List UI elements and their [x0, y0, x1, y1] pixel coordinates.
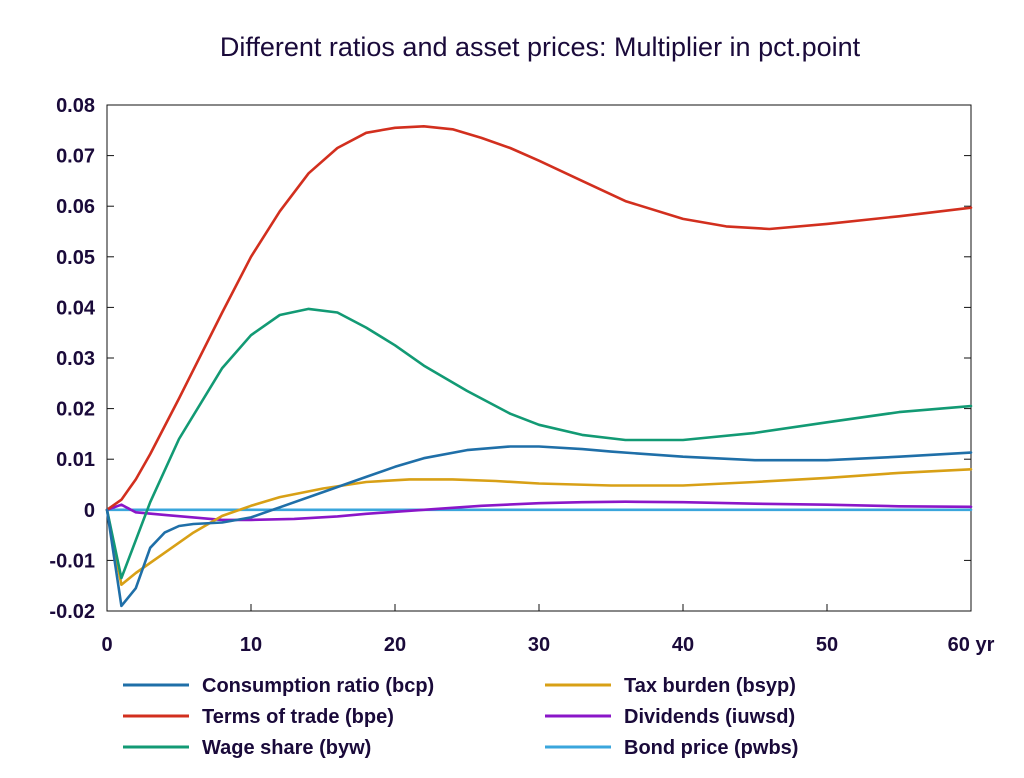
chart-title: Different ratios and asset prices: Multi…: [219, 32, 861, 62]
y-tick-label: 0: [84, 500, 95, 522]
x-tick-label: 50: [816, 634, 838, 656]
legend-label-terms-of-trade-bpe: Terms of trade (bpe): [202, 706, 394, 728]
y-tick-label: 0.02: [56, 399, 95, 421]
x-tick-label: 40: [672, 634, 694, 656]
legend-label-consumption-ratio-bcp: Consumption ratio (bcp): [202, 675, 434, 697]
y-tick-label: -0.02: [49, 601, 95, 623]
y-tick-label: 0.01: [56, 449, 95, 471]
series-line-consumption-ratio-bcp: [105, 445, 973, 608]
axis-ticks: 0.08 0.07 0.06 0.05 0.04 0.03 0.02 0.01 0 -0.01 -0…: [49, 95, 994, 656]
y-tick-label: 0.03: [56, 348, 95, 370]
y-tick-label: 0.06: [56, 196, 95, 218]
x-tick-label: 30: [528, 634, 550, 656]
legend-label-bond-price-pwbs: Bond price (pwbs): [624, 737, 798, 759]
plot-border: [106, 104, 972, 612]
x-tick-label: 10: [240, 634, 262, 656]
series-line-terms-of-trade-bpe: [105, 125, 973, 512]
x-tick-label: 60 yr: [948, 634, 995, 656]
legend-label-tax-burden-bsyp: Tax burden (bsyp): [624, 675, 796, 697]
y-tick-label: -0.01: [49, 550, 95, 572]
series-line-tax-burden-bsyp: [105, 468, 973, 586]
legend-label-dividends-iuwsd: Dividends (iuwsd): [624, 706, 795, 728]
series-line-wage-share-byw: [105, 307, 973, 580]
y-tick-label: 0.04: [56, 297, 96, 319]
y-tick-label: 0.07: [56, 146, 95, 168]
y-tick-label: 0.08: [56, 95, 95, 117]
y-tick-label: 0.05: [56, 247, 95, 269]
series-line-dividends-iuwsd: [105, 500, 973, 522]
x-tick-label: 20: [384, 634, 406, 656]
legend: Consumption ratio (bcp) Terms of trade (b…: [123, 675, 798, 759]
series-lines: [105, 125, 973, 608]
plot-frame: [106, 104, 972, 612]
x-tick-label: 0: [101, 634, 112, 656]
legend-label-wage-share-byw: Wage share (byw): [202, 737, 371, 759]
